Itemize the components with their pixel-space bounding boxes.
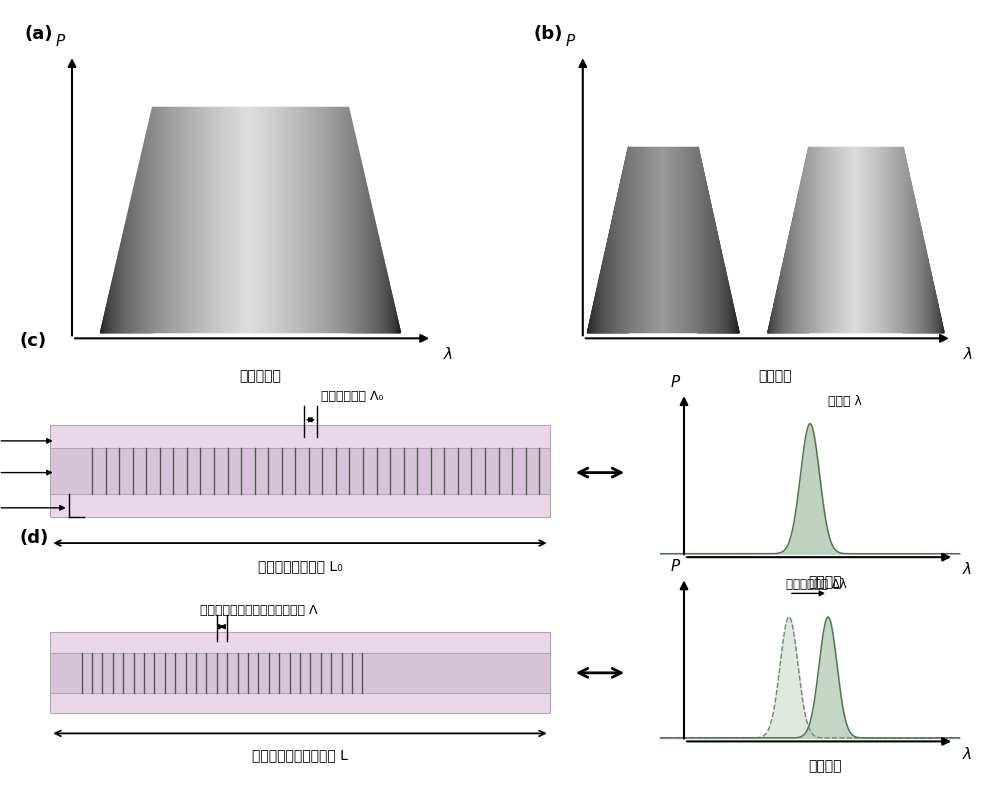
Text: λ: λ [963,562,972,578]
Text: 改变后的光栌区域长度 L: 改变后的光栌区域长度 L [252,748,348,762]
Text: (d): (d) [19,529,48,546]
Text: 入射宽带光: 入射宽带光 [239,368,281,383]
Text: 反射峰位移量 Δλ: 反射峰位移量 Δλ [786,578,847,590]
Text: P: P [670,375,680,390]
Text: P: P [566,34,575,49]
Text: 透射光谱: 透射光谱 [759,368,792,383]
Text: P: P [670,559,680,574]
Text: P: P [55,34,65,49]
Text: 光栌区域原始长度 L₀: 光栌区域原始长度 L₀ [258,559,342,573]
Bar [50,448,550,493]
Bar [50,633,550,713]
Text: (b): (b) [534,25,563,42]
Text: 反射光谱: 反射光谱 [808,575,842,589]
Text: 因温度、应力改变后的光栌周期 Λ: 因温度、应力改变后的光栌周期 Λ [200,604,317,617]
Text: 反射峰 λ: 反射峰 λ [828,395,862,408]
Text: (a): (a) [24,25,52,42]
Text: λ: λ [964,348,973,363]
Text: 反射光谱: 反射光谱 [808,759,842,773]
Text: 正常光栌周期 Λ₀: 正常光栌周期 Λ₀ [321,390,383,403]
Text: λ: λ [444,348,453,363]
Bar [50,425,550,517]
Text: λ: λ [963,747,972,762]
Text: (c): (c) [19,332,46,349]
Bar [50,653,550,693]
